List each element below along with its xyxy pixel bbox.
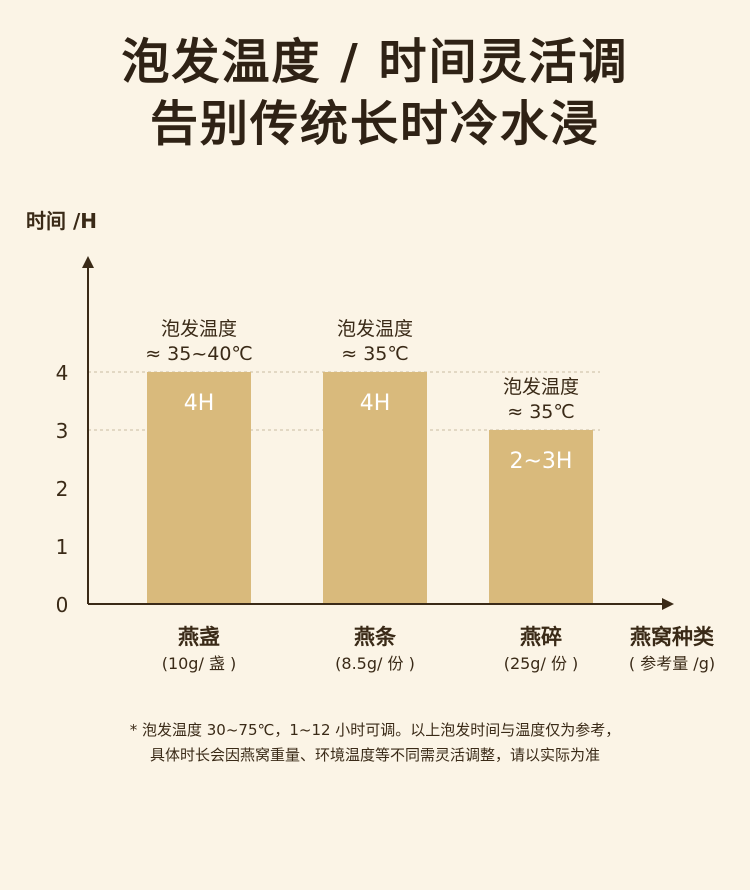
title-line-1: 泡发温度 / 时间灵活调 <box>121 34 629 90</box>
y-tick-label: 3 <box>56 419 69 443</box>
bar-annotation-title: 泡发温度 <box>161 318 237 340</box>
bar-annotation-value: ≈ 35℃ <box>341 343 408 365</box>
bar-annotation-title: 泡发温度 <box>503 376 579 398</box>
bar-annotation-value: ≈ 35℃ <box>507 401 574 423</box>
bar-data-label: 4H <box>184 391 215 416</box>
bar-data-label: 4H <box>360 391 391 416</box>
x-tick-label: 燕盏 <box>178 625 220 649</box>
bar-data-label: 2~3H <box>510 449 573 474</box>
bar <box>147 372 251 604</box>
y-tick-label: 2 <box>56 477 69 501</box>
title-line-2: 告别传统长时冷水浸 <box>149 96 600 152</box>
x-tick-sublabel: (10g/ 盏 ) <box>162 654 237 673</box>
bar-annotation-value: ≈ 35~40℃ <box>145 343 253 365</box>
y-tick-label: 1 <box>56 535 69 559</box>
y-tick-label: 4 <box>56 361 69 385</box>
x-axis-sublabel: ( 参考量 /g) <box>629 654 715 673</box>
bar-annotation-title: 泡发温度 <box>337 318 413 340</box>
footnote-line-2: 具体时长会因燕窝重量、环境温度等不同需灵活调整，请以实际为准 <box>149 746 600 764</box>
x-axis-label: 燕窝种类 <box>630 625 715 649</box>
x-axis-arrow-icon <box>662 598 674 610</box>
x-tick-label: 燕条 <box>354 625 397 649</box>
bar <box>489 430 593 604</box>
footnote-line-1: * 泡发温度 30~75℃，1~12 小时可调。以上泡发时间与温度仅为参考， <box>129 721 621 739</box>
y-axis-label: 时间 /H <box>26 209 97 233</box>
y-tick-label: 0 <box>56 593 69 617</box>
y-axis-arrow-icon <box>82 256 94 268</box>
x-tick-label: 燕碎 <box>520 625 562 649</box>
x-tick-sublabel: (25g/ 份 ) <box>504 654 579 673</box>
x-tick-sublabel: (8.5g/ 份 ) <box>335 654 415 673</box>
bar <box>323 372 427 604</box>
